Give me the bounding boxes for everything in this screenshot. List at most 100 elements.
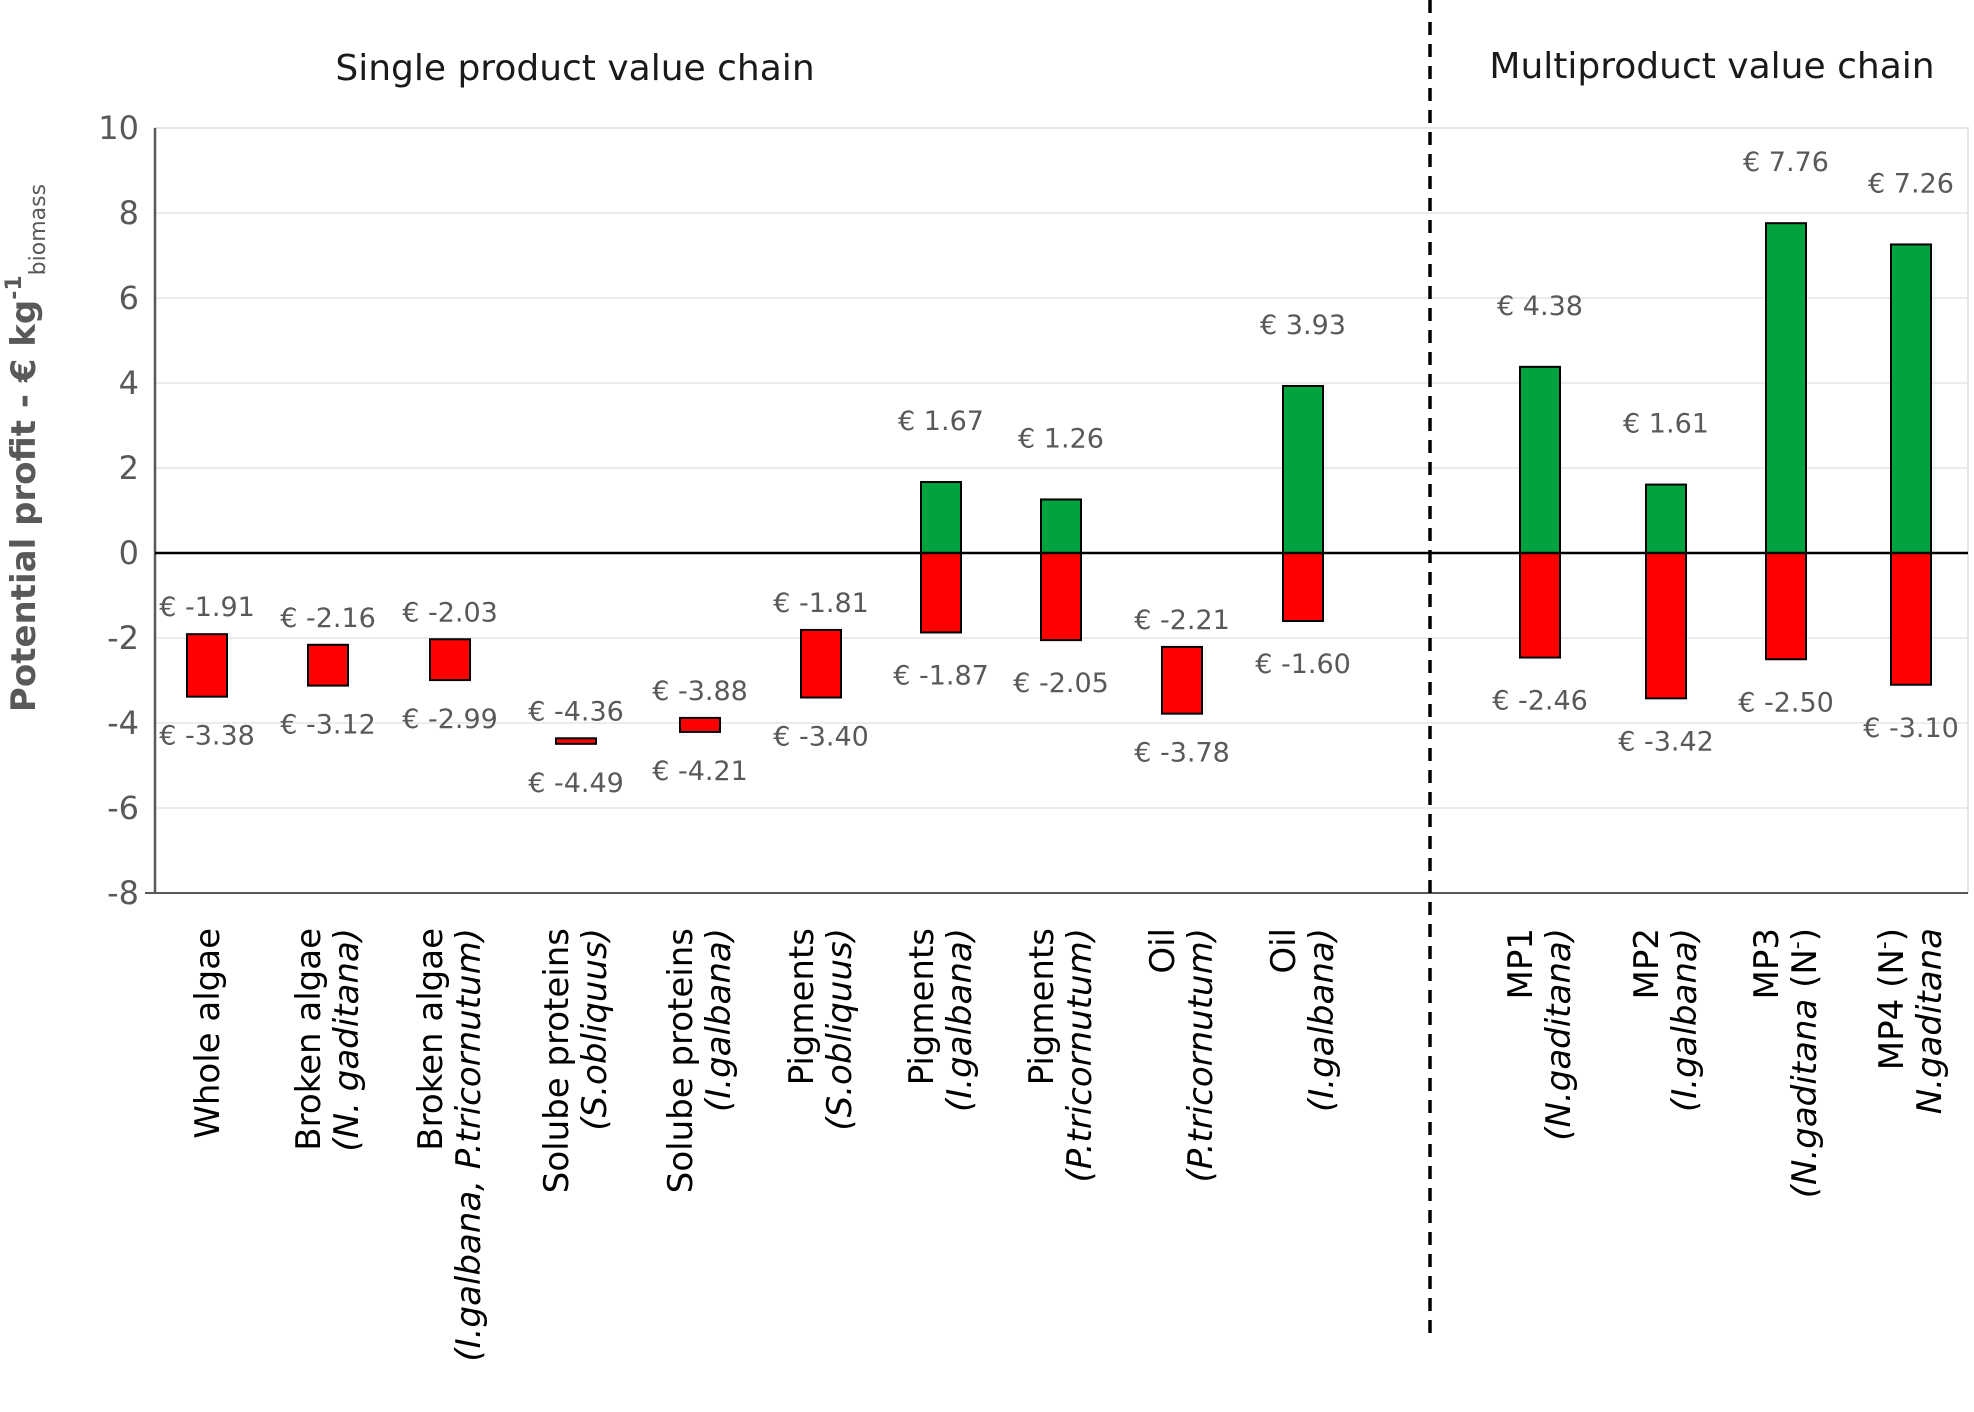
category-label-part: (P.tricornutum) [1060,928,1100,1183]
bar-positive [1765,222,1807,554]
category-label-part: - [1872,941,1897,949]
bar-range [679,716,721,733]
category-label: MP3(N.gaditana (N-) [1747,928,1825,1198]
category-label-part: Oil [1143,928,1183,974]
category-label-part: (I.galbana) [1665,928,1705,1112]
bar-positive [920,481,962,554]
category-label: Solube proteins(I.galbana) [661,928,739,1193]
bars-layer [186,222,1932,745]
bar-range [555,737,597,745]
section-title-single: Single product value chain [335,48,814,89]
category-label: Solube proteins(S.obliquus) [537,928,615,1193]
y-tick-label: 10 [98,109,139,147]
value-label-high: € 1.26 [1018,423,1104,454]
category-label-part: ) [1872,928,1912,941]
category-label-part: (N.gaditana [1785,999,1825,1199]
value-label-high: € -3.88 [652,676,748,707]
bar-range [307,643,349,687]
value-label-low: € -1.87 [893,660,989,691]
value-label-high: € 1.67 [898,406,984,437]
labels-layer: € -1.91 € -3.38 Whole algae € -2.16 € -3.12 B… [159,147,1959,1361]
value-label-high: € 7.26 [1868,168,1954,199]
y-tick-label: 6 [119,279,139,317]
category-label: Broken algae(N. gaditana) [289,928,367,1152]
category-label-part: MP3 [1747,928,1787,999]
bar-negative [1645,552,1687,700]
category-label: Pigments(I.galbana) [902,928,980,1112]
value-label-low: € -3.42 [1618,726,1714,757]
category-label-part: (I.galbana) [940,928,980,1112]
value-label-low: € -3.40 [773,722,869,753]
category-label-part: - [1785,941,1810,949]
value-label-high: € 7.76 [1743,147,1829,178]
bar-negative [1765,552,1807,661]
category-label-part: Solube proteins [661,928,701,1193]
value-label-high: € -2.03 [402,597,498,628]
category-label-part: (N. gaditana) [327,928,367,1152]
category-label-part: (I.galbana, P.tricornutum) [449,928,489,1362]
y-tick-label: 0 [119,534,139,572]
value-label-high: € -1.81 [773,588,869,619]
bar-positive [1282,384,1324,554]
category-label-part: MP4 [1872,999,1912,1070]
bar-range [1161,645,1203,715]
category-label-part: (N.gaditana) [1539,928,1579,1141]
value-label-low: € -1.60 [1255,649,1351,680]
category-label: Pigments(S.obliquus) [782,928,860,1131]
category-label: Whole algae [188,928,228,1139]
y-tick-label: -4 [107,704,139,742]
bar-negative [1040,552,1082,642]
value-label-high: € -4.36 [528,696,624,727]
category-label-part: (N [1785,949,1825,999]
category-label-part: Oil [1264,928,1304,974]
value-label-low: € -3.78 [1134,738,1230,769]
category-label: Broken algae(I.galbana, P.tricornutum) [411,928,489,1362]
bar-range [800,628,842,699]
category-label: Pigments(P.tricornutum) [1022,928,1100,1183]
value-label-low: € -4.21 [652,756,748,787]
y-tick-label: 4 [119,364,139,402]
value-label-high: € 4.38 [1497,291,1583,322]
category-label-part: Broken algae [289,928,329,1151]
y-tick-label: 2 [119,449,139,487]
axes: 10 8 6 4 2 0 -2 -4 -6 -8 [98,0,1968,1340]
category-label-part: Pigments [782,928,822,1085]
category-label: Oil(I.galbana) [1264,928,1342,1112]
y-axis-label-sup: -1 [2,275,27,299]
bar-negative [1519,552,1561,659]
category-label: MP2(I.galbana) [1627,928,1705,1112]
bar-range [186,633,228,698]
category-label-part: Pigments [902,928,942,1085]
category-label-part: (I.galbana) [1302,928,1342,1112]
value-label-low: € -4.49 [528,768,624,799]
value-label-low: € -2.05 [1013,668,1109,699]
category-label-part: Broken algae [411,928,451,1151]
category-label: Oil(P.tricornutum) [1143,928,1221,1183]
y-tick-label: -2 [107,619,139,657]
category-label-part: Whole algae [188,928,228,1139]
value-label-high: € 1.61 [1623,409,1709,440]
value-label-low: € -3.38 [159,721,255,752]
value-label-low: € -2.50 [1738,687,1834,718]
value-label-low: € -2.99 [402,704,498,735]
bar-positive [1890,243,1932,554]
y-axis-label: Potential profit - € kg-1biomass [2,184,51,712]
value-label-low: € -3.10 [1863,713,1959,744]
bar-range [429,638,471,682]
category-label-part: Solube proteins [537,928,577,1193]
value-label-high: € -2.21 [1134,605,1230,636]
y-tick-label: -8 [107,874,139,912]
bar-negative [1890,552,1932,686]
value-label-high: € -1.91 [159,592,255,623]
category-label: MP4 (N-)N.gaditana [1872,928,1950,1114]
category-label-part: (S.obliquus) [575,928,615,1131]
y-axis-label-sub: biomass [26,184,51,275]
category-label-part: MP1 [1501,928,1541,999]
category-label: MP1(N.gaditana) [1501,928,1579,1141]
y-tick-label: 8 [119,194,139,232]
category-label-part: N.gaditana [1910,928,1950,1114]
category-label-part: (I.galbana) [699,928,739,1112]
value-label-high: € 3.93 [1260,310,1346,341]
bar-positive [1645,483,1687,555]
